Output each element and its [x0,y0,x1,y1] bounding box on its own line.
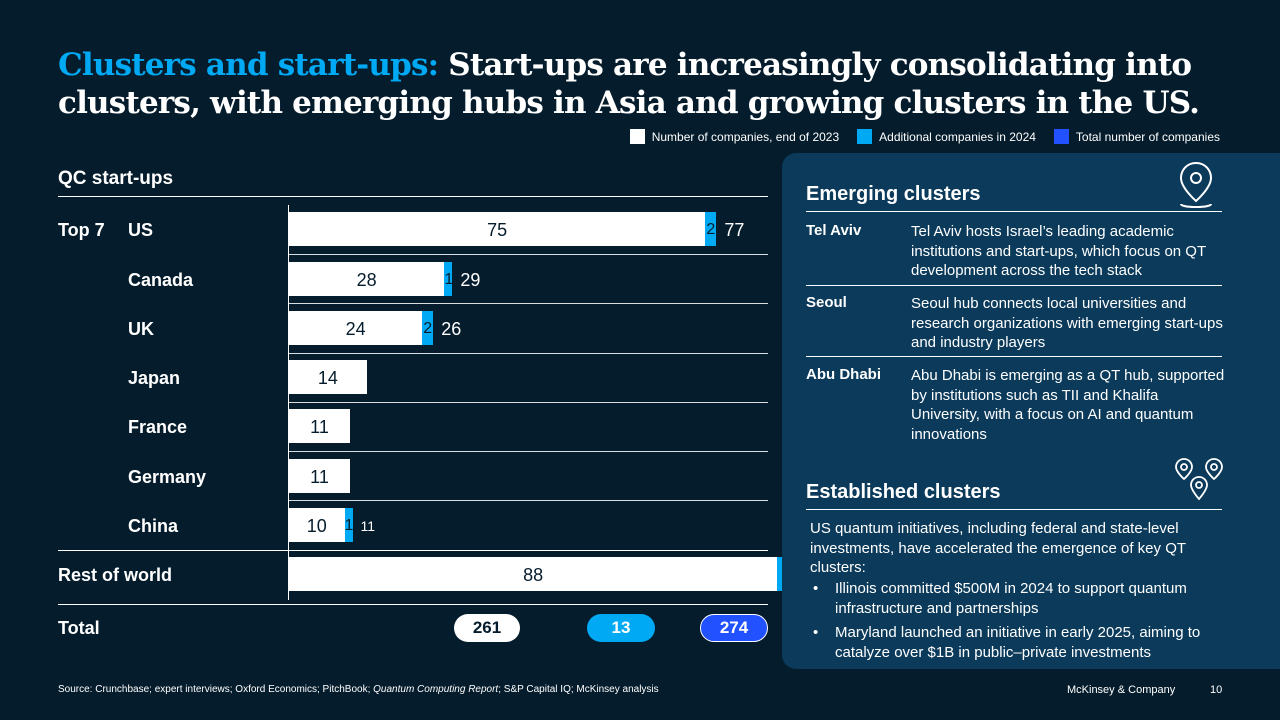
bar-canada-2024 [444,262,453,296]
established-bullets: Illinois committed $500M in 2024 to supp… [810,579,1222,667]
brand-name: McKinsey & Company [1067,684,1176,696]
total-additional-2024-pill: 13 [587,614,655,642]
legend-item-additional-2024: Additional companies in 2024 [857,129,1036,144]
bar-uk-2023 [289,311,423,345]
bar-rest-of-world-2023 [289,557,778,591]
chart-legend: Number of companies, end of 2023 Additio… [629,129,1220,144]
bar-total-china: 11 [360,518,376,534]
category-label-china: China [128,516,179,536]
legend-swatch-blue [1053,129,1069,144]
bar-france-2023 [289,409,351,443]
panel-divider [806,285,1222,286]
bar-value-japan-2023: 14 [317,368,338,388]
emerging-clusters-heading: Emerging clusters [806,183,981,205]
bar-total-us: 77 [724,220,745,240]
bar-value-us-2024: 2 [706,221,716,238]
established-clusters-heading: Established clusters [806,481,1001,503]
category-label-germany: Germany [128,467,207,487]
total-companies-pill: 274 [700,614,768,642]
legend-item-end-2023: Number of companies, end of 2023 [629,129,840,144]
legend-label: Total number of companies [1075,129,1220,144]
total-end-2023-pill: 261 [454,614,520,642]
panel-divider [806,211,1222,212]
cluster-desc-tel-aviv: Tel Aviv hosts Israel’s leading academic… [911,223,1206,279]
bar-japan-2023 [289,360,367,394]
bar-canada-2023 [289,262,445,296]
category-label-japan: Japan [128,368,181,388]
bar-value-china-2024: 1 [344,517,354,534]
bar-total-uk: 26 [441,319,462,339]
bar-value-canada-2023: 28 [356,270,377,290]
title-accent: Clusters and start-ups: [58,47,439,83]
category-label-canada: Canada [128,270,194,290]
cluster-desc-seoul: Seoul hub connects local universities an… [911,295,1223,351]
bar-value-rest-of-world-2023: 88 [523,565,544,585]
bar-value-china-2023: 10 [306,516,327,536]
bar-china-2023 [289,508,345,542]
clusters-panel: Emerging clusters Tel Aviv Tel Aviv host… [782,153,1280,669]
bullet-illinois: Illinois committed $500M in 2024 to supp… [810,579,1222,618]
source-suffix: ; S&P Capital IQ; McKinsey analysis [498,684,659,695]
bar-value-uk-2023: 24 [345,319,366,339]
bar-germany-2023 [289,459,351,493]
bar-value-canada-2024: 1 [444,271,454,288]
slide-title: Clusters and start-ups: Start-ups are in… [58,46,1248,122]
total-label: Total [58,618,100,638]
multiple-map-pins-icon [1175,458,1223,501]
legend-item-total: Total number of companies [1053,129,1220,144]
category-label-us: US [128,220,154,240]
bar-us-2023 [289,212,706,246]
cluster-name-seoul: Seoul [806,294,847,311]
bar-value-france-2023: 11 [310,417,329,437]
cluster-name-tel-aviv: Tel Aviv [806,222,862,239]
bar-china-2024 [344,508,353,542]
category-label-rest-of-world: Rest of world [58,565,173,585]
cluster-desc-abu-dhabi: Abu Dhabi is emerging as a QT hub, suppo… [911,367,1225,443]
source-note: Source: Crunchbase; expert interviews; O… [58,684,659,695]
bar-value-germany-2023: 11 [310,467,329,487]
row-separator [288,254,768,255]
page-number: 10 [1210,684,1223,696]
row-separator [288,451,768,452]
group-separator [58,550,768,551]
row-separator [288,303,768,304]
bar-total-canada: 29 [460,270,481,290]
legend-swatch-cyan [857,129,873,144]
category-label-uk: UK [128,319,154,339]
legend-label: Additional companies in 2024 [879,129,1036,144]
source-italic: Quantum Computing Report [373,684,499,695]
established-intro: US quantum initiatives, including federa… [810,520,1186,576]
row-separator [288,402,768,403]
bar-value-us-2023: 75 [487,220,508,240]
bar-chart: Top 7 US 75 2 77 Canada 28 1 29 UK 24 2 26 Japan 14 Fra… [58,205,844,605]
chart-title: QC start-ups [58,168,768,197]
bar-us-2024 [705,212,717,246]
legend-swatch-white [629,129,645,144]
legend-label: Number of companies, end of 2023 [651,129,840,144]
panel-divider [806,509,1222,510]
bar-value-uk-2024: 2 [423,320,433,337]
group-label-top-7: Top 7 [58,220,105,240]
source-prefix: Source: Crunchbase; expert interviews; O… [58,684,374,695]
category-label-france: France [128,417,188,437]
bullet-maryland: Maryland launched an initiative in early… [810,623,1222,662]
panel-divider [806,356,1222,357]
title-rest: Start-ups are increasingly consolidating… [58,47,1200,121]
cluster-name-abu-dhabi: Abu Dhabi [806,366,881,383]
map-pin-icon [1179,161,1213,208]
total-separator [58,604,768,605]
row-separator [288,500,768,501]
bar-uk-2024 [422,311,434,345]
row-separator [288,353,768,354]
